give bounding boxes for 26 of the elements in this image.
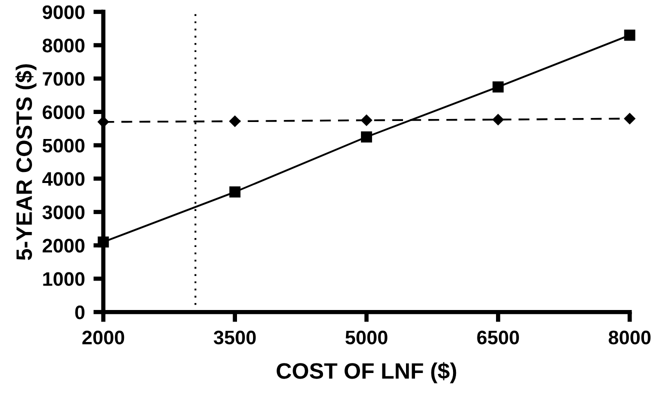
y-tick-label: 4000 <box>42 172 84 186</box>
point <box>492 114 504 126</box>
point <box>624 30 636 41</box>
point <box>492 81 504 92</box>
y-tick-label: 9000 <box>42 5 84 20</box>
y-axis-title: 5-YEAR COSTS ($) <box>15 64 36 260</box>
x-tick-label: 5000 <box>345 330 388 344</box>
y-tick-label: 6000 <box>42 105 84 120</box>
x-axis-title: COST OF LNF ($) <box>276 362 456 384</box>
point <box>360 114 372 126</box>
point <box>360 131 372 142</box>
y-tick-label: 5000 <box>42 138 84 153</box>
point <box>98 236 109 248</box>
x-tick-label: 8000 <box>608 330 651 344</box>
y-tick-label: 2000 <box>42 238 84 253</box>
x-tick-label: 3500 <box>214 330 256 344</box>
x-tick-label: 2000 <box>82 330 124 344</box>
y-tick-label: 0 <box>75 306 84 320</box>
y-tick-label: 1000 <box>43 272 84 286</box>
y-tick-label: 7000 <box>42 72 84 86</box>
point <box>229 116 241 127</box>
y-tick-label: 8000 <box>42 38 84 52</box>
point <box>624 112 636 124</box>
point <box>229 186 240 198</box>
y-tick-label: 3000 <box>42 205 84 220</box>
x-tick-label: 6500 <box>477 330 519 344</box>
